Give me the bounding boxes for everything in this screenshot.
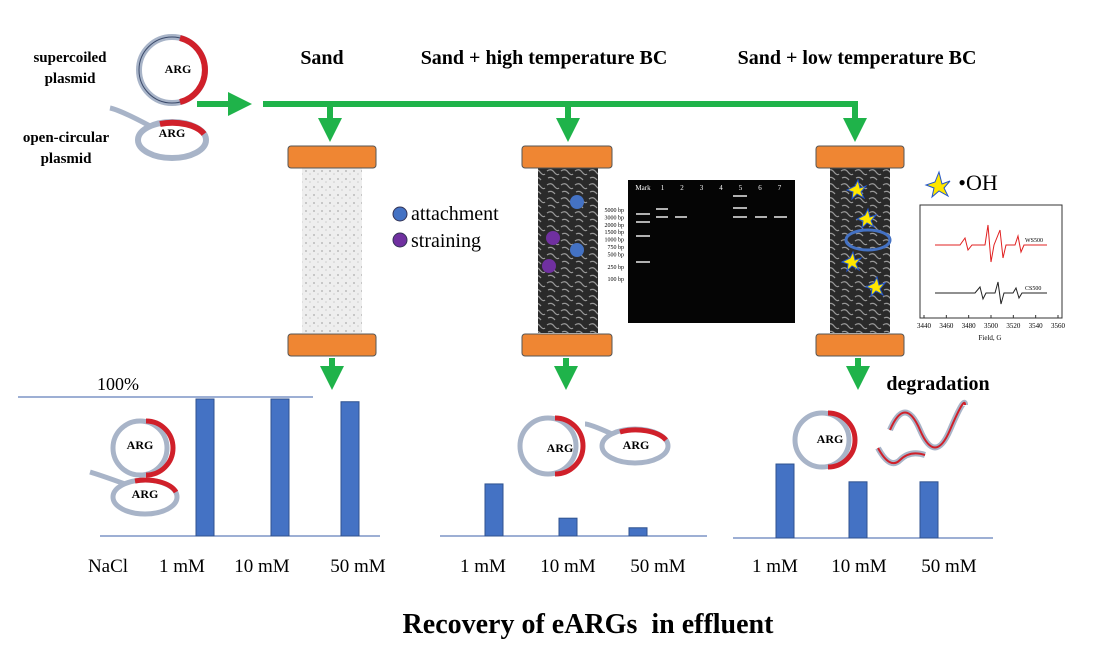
gel-marker: 500 bp [608,252,625,258]
epr-series: WS500 [1025,238,1043,244]
category-label: 50 mM [630,556,686,577]
category-label: 50 mM [330,556,386,577]
epr-tick: 3440 [917,322,932,330]
mechanism: straining [411,230,481,252]
gene-label: ARG [623,438,650,452]
epr-tick: 3480 [962,322,977,330]
epr-cs500 [935,281,1047,305]
gene-label: ARG [127,438,154,452]
epr-tick: 3460 [939,322,954,330]
category-label: 10 mM [831,556,887,577]
plasmid-label: plasmid [45,71,97,87]
gene-label: ARG [817,432,844,446]
epr-tick: 3500 [984,322,999,330]
bar [628,527,648,537]
gel-lane: 3 [700,184,704,192]
epr-ws500 [935,224,1047,263]
gel-lane: 1 [661,184,665,192]
mechanism: attachment [411,203,499,225]
bar [484,483,504,537]
gene-label: ARG [159,126,186,140]
salt-label: NaCl [88,556,128,577]
column-title: Sand + high temperature BC [421,47,668,69]
gel-marker: 1000 bp [605,238,625,244]
epr-tick: 3560 [1051,322,1066,330]
epr-tick: 3520 [1006,322,1021,330]
category-label: 10 mM [540,556,596,577]
gel-lane: 5 [739,184,743,192]
bar [848,481,868,539]
gel-lane: 4 [719,184,723,192]
bar [270,398,290,537]
bar [195,398,215,537]
plasmid-label: supercoiled [33,50,107,66]
radical-label: •OH [958,170,998,195]
reference-label: 100% [97,374,139,394]
category-label: 1 mM [460,556,506,577]
plasmid-label: plasmid [41,151,93,167]
gel-image [628,180,795,323]
gel-marker: 3000 bp [605,215,625,221]
gel-lane: 6 [758,184,762,192]
epr-tick: 3540 [1029,322,1044,330]
degradation-label: degradation [886,373,989,395]
gene-label: ARG [132,487,159,501]
flow-arrows [197,92,870,390]
result-plasmids [89,399,968,517]
title: Recovery of eARGs in effluent [403,609,775,640]
category-label: 50 mM [921,556,977,577]
bar [775,463,795,539]
gel-lane: Mark [635,184,651,192]
gel-lane: 7 [778,184,782,192]
gene-label: ARG [547,441,574,455]
supercoiled-icon [136,34,208,106]
column-title: Sand + low temperature BC [738,47,977,69]
gene-label: ARG [165,62,192,76]
gel-lane: 2 [680,184,684,192]
bar [558,517,578,537]
category-label: 1 mM [159,556,205,577]
gel-marker: 100 bp [608,277,625,283]
plasmid-label: open-circular [23,130,110,146]
epr-series: CS500 [1025,286,1041,292]
category-label: 1 mM [752,556,798,577]
columns [287,145,951,357]
epr-xlabel: Field, G [979,334,1002,342]
open-circular-icon [109,105,209,161]
gel-bands [636,195,787,263]
column-title: Sand [300,47,343,69]
category-label: 10 mM [234,556,290,577]
gel-marker: 1500 bp [605,230,625,236]
gel-marker: 5000 bp [605,208,625,214]
bar [919,481,939,539]
gel-marker: 250 bp [608,265,625,271]
gel-marker: 2000 bp [605,223,625,229]
bar [340,401,360,537]
gel-marker: 750 bp [608,245,625,251]
